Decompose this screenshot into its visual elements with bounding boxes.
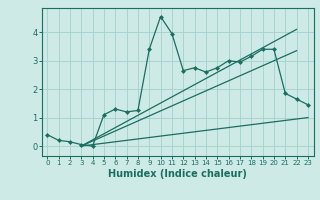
X-axis label: Humidex (Indice chaleur): Humidex (Indice chaleur) — [108, 169, 247, 179]
